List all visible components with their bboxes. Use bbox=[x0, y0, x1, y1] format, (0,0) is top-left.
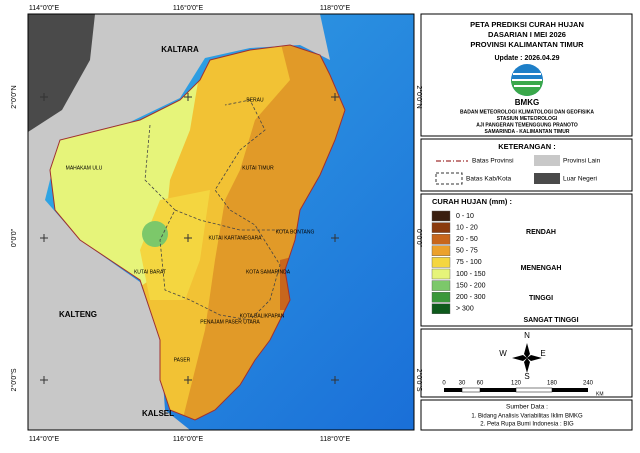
region-label: KUTAI BARAT bbox=[134, 269, 166, 275]
legend-swatch bbox=[431, 233, 451, 245]
scale-unit: KM bbox=[596, 391, 604, 397]
foreign-country bbox=[28, 14, 95, 132]
legend-item: Provinsi Lain bbox=[563, 158, 601, 165]
region-label: KOTA BALIKPAPAN bbox=[240, 313, 285, 319]
compass-letter: N bbox=[524, 331, 530, 340]
region-label: KALTENG bbox=[59, 310, 97, 319]
legend-swatch bbox=[431, 303, 451, 314]
regency-symbol bbox=[435, 172, 463, 185]
region-label: KOTA BONTANG bbox=[276, 229, 315, 235]
scale-tick: 0 bbox=[442, 381, 446, 387]
legend-swatch bbox=[431, 245, 451, 257]
agency-text: BADAN METEOROLOGI KLIMATOLOGI DAN GEOFIS… bbox=[460, 109, 594, 115]
region-label: KUTAI TIMUR bbox=[242, 165, 274, 171]
legend-swatch bbox=[431, 268, 451, 280]
legend-panel bbox=[420, 13, 633, 431]
legend-label: > 300 bbox=[456, 306, 474, 313]
regency-border bbox=[144, 99, 281, 321]
legend-group: SANGAT TINGGI bbox=[523, 317, 578, 324]
section-title: CURAH HUJAN (mm) : bbox=[432, 197, 512, 206]
map-title: PETA PREDIKSI CURAH HUJAN bbox=[470, 20, 584, 29]
region-label: KALTARA bbox=[161, 45, 199, 54]
scale-tick: 120 bbox=[511, 381, 522, 387]
grid-label: 116°0'0"E bbox=[173, 4, 204, 12]
grid-label: 114°0'0"E bbox=[29, 4, 60, 12]
legend-swatch bbox=[431, 257, 451, 268]
source-title: Sumber Data : bbox=[506, 404, 548, 411]
other-province bbox=[28, 14, 330, 430]
legend-label: 150 - 200 bbox=[456, 282, 486, 289]
grid-label: 0°0'0" bbox=[415, 229, 423, 248]
grid-label: 2°0'0"N bbox=[10, 85, 18, 108]
legend-swatch bbox=[431, 210, 451, 222]
compass-letter: E bbox=[540, 349, 545, 358]
map-frame bbox=[27, 13, 415, 431]
grid-label: 2°0'0"S bbox=[415, 369, 423, 392]
graticule-markers bbox=[40, 93, 339, 384]
grid-label: 2°0'0"S bbox=[10, 368, 18, 391]
regency-border bbox=[174, 209, 285, 231]
map-title: PROVINSI KALIMANTAN TIMUR bbox=[470, 40, 584, 49]
update-date: Update : 2026.04.29 bbox=[495, 55, 560, 62]
legend-group: TINGGI bbox=[529, 295, 553, 302]
source-item: 2. Peta Rupa Bumi Indonesia : BIG bbox=[480, 422, 574, 428]
map-title: DASARIAN I MEI 2026 bbox=[488, 30, 566, 39]
source-item: 1. Bidang Analisis Variabilitas Iklim BM… bbox=[471, 414, 583, 420]
legend-group: RENDAH bbox=[526, 229, 556, 236]
bmkg-logo bbox=[511, 64, 543, 96]
region-label: KOTA SAMARINDA bbox=[246, 269, 291, 275]
legend-label: 0 - 10 bbox=[456, 213, 474, 220]
legend-swatch bbox=[431, 292, 451, 303]
grid-label: 114°0'0"E bbox=[29, 435, 60, 443]
compass-letter: S bbox=[524, 372, 529, 381]
province-border bbox=[49, 44, 346, 421]
scale-tick: 240 bbox=[583, 381, 594, 387]
region-label: PENAJAM PASER UTARA bbox=[200, 319, 260, 325]
other-province-symbol bbox=[534, 155, 560, 166]
grid-label: 118°0'0"E bbox=[320, 435, 351, 443]
legend-label: 200 - 300 bbox=[456, 294, 486, 301]
legend-swatch bbox=[431, 222, 451, 233]
agency-text: AJI PANGERAN TEMENGGUNG PRANOTO bbox=[476, 122, 578, 128]
region-label: PASER bbox=[174, 357, 191, 363]
region-label: KALSEL bbox=[142, 409, 174, 418]
region-label: KUTAI KARTANEGARA bbox=[208, 235, 262, 241]
legend-label: 75 - 100 bbox=[456, 259, 482, 266]
legend-item: Luar Negeri bbox=[563, 176, 597, 183]
agency-text: SAMARINDA - KALIMANTAN TIMUR bbox=[485, 129, 570, 135]
region-label: MAHAKAM ULU bbox=[66, 165, 103, 171]
grid-label: 118°0'0"E bbox=[320, 4, 351, 12]
compass-letter: W bbox=[499, 349, 507, 358]
legend-label: 20 - 50 bbox=[456, 236, 478, 243]
section-title: KETERANGAN : bbox=[498, 142, 556, 151]
scale-bar bbox=[444, 387, 588, 393]
legend-label: 100 - 150 bbox=[456, 271, 486, 278]
scale-tick: 30 bbox=[459, 381, 466, 387]
grid-label: 2°0'0"N bbox=[415, 85, 423, 108]
legend-item: Batas Provinsi bbox=[472, 158, 514, 165]
region-label: BERAU bbox=[246, 97, 264, 103]
grid-label: 116°0'0"E bbox=[173, 435, 204, 443]
legend-group: MENENGAH bbox=[521, 265, 562, 272]
scale-tick: 180 bbox=[547, 381, 558, 387]
compass bbox=[512, 343, 542, 373]
scale-tick: 60 bbox=[477, 381, 484, 387]
agency-text: STASIUN METEOROLOGI bbox=[497, 116, 558, 122]
legend-label: 50 - 75 bbox=[456, 248, 478, 255]
grid-label: 0°0'0" bbox=[10, 228, 18, 247]
map bbox=[28, 14, 414, 430]
legend-swatch bbox=[431, 280, 451, 291]
legend-label: 10 - 20 bbox=[456, 224, 478, 231]
logo-text: BMKG bbox=[515, 98, 539, 107]
foreign-symbol bbox=[534, 173, 560, 184]
legend-item: Batas Kab/Kota bbox=[466, 176, 512, 183]
